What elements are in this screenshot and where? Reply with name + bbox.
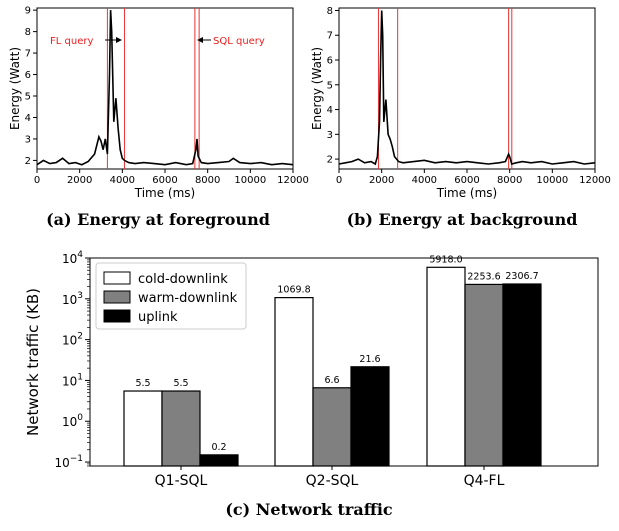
chart0-ytick-label-4: 6 bbox=[25, 70, 31, 81]
chart2-bar-label-cold-downlink-Q2-SQL: 1069.8 bbox=[277, 285, 310, 296]
chart-c-network-traffic: 10−1 100 101 102 103 104 Network traffic (KB) 5… bbox=[24, 250, 599, 519]
chart1-ytick-label-5: 7 bbox=[327, 31, 333, 42]
chart2-bar-uplink-Q4-FL bbox=[502, 283, 542, 467]
chart2-legend-swatch-cold-downlink bbox=[103, 271, 131, 285]
chart1-xtick-label-3: 6000 bbox=[454, 175, 479, 186]
chart1-xtick-label-1: 2000 bbox=[369, 175, 394, 186]
chart2-bar-uplink-Q2-SQL bbox=[350, 366, 390, 467]
chart2-bar-label-cold-downlink-Q4-FL: 5918.0 bbox=[429, 254, 462, 265]
chart0-xtick-label-0: 0 bbox=[34, 175, 40, 186]
chart0-ytick-label-7: 9 bbox=[25, 6, 31, 17]
chart2-ytick-label-2: 101 bbox=[62, 372, 83, 388]
chart2-legend-swatch-warm-downlink bbox=[103, 290, 131, 304]
chart1-ytick-label-0: 2 bbox=[327, 155, 333, 166]
chart1-xtick-label-6: 12000 bbox=[579, 175, 611, 186]
chart1-ylabel: Energy (Watt) bbox=[310, 47, 324, 130]
chart1-ytick-label-1: 3 bbox=[327, 130, 333, 141]
chart2-bar-label-warm-downlink-Q4-FL: 2253.6 bbox=[467, 271, 500, 282]
chart1-ytick-label-3: 5 bbox=[327, 80, 333, 91]
chart2-xtick-label-2: Q4-FL bbox=[464, 473, 505, 489]
chart2-bar-label-uplink-Q4-FL: 2306.7 bbox=[505, 271, 538, 282]
chart1-xtick-label-2: 4000 bbox=[412, 175, 437, 186]
chart2-ytick-label-0: 10−1 bbox=[54, 454, 83, 470]
chart2-caption: (c) Network traffic bbox=[225, 500, 393, 519]
chart2-bar-label-warm-downlink-Q1-SQL: 5.5 bbox=[173, 378, 188, 389]
chart1-xtick-label-4: 8000 bbox=[497, 175, 522, 186]
chart0-annotation-sql-query: SQL query bbox=[213, 36, 265, 47]
chart0-xtick-label-3: 6000 bbox=[152, 175, 177, 186]
chart0-xtick-label-6: 12000 bbox=[277, 175, 309, 186]
chart2-bar-label-uplink-Q1-SQL: 0.2 bbox=[211, 442, 226, 453]
chart2-bar-cold-downlink-Q2-SQL bbox=[274, 297, 314, 467]
chart0-ytick-label-5: 7 bbox=[25, 49, 31, 60]
chart2-ytick-label-1: 100 bbox=[62, 413, 83, 429]
chart0-xtick-label-2: 4000 bbox=[110, 175, 135, 186]
chart2-legend-box bbox=[95, 262, 247, 330]
chart2-bar-label-warm-downlink-Q2-SQL: 6.6 bbox=[324, 375, 339, 386]
chart1-ytick-label-4: 6 bbox=[327, 56, 333, 67]
chart1-ytick-label-6: 8 bbox=[327, 6, 333, 17]
chart1-ytick-label-2: 4 bbox=[327, 105, 333, 116]
chart0-plot-frame bbox=[36, 7, 294, 170]
chart2-legend-label-warm-downlink: warm-downlink bbox=[138, 291, 238, 306]
chart0-ylabel: Energy (Watt) bbox=[8, 47, 22, 130]
chart1-series-line bbox=[338, 10, 596, 166]
chart0-series-line bbox=[36, 10, 294, 166]
chart0-xtick-label-1: 2000 bbox=[67, 175, 92, 186]
chart1-xlabel: Time (ms) bbox=[436, 186, 498, 200]
chart1-xtick-label-5: 10000 bbox=[536, 175, 568, 186]
chart0-xlabel: Time (ms) bbox=[134, 186, 196, 200]
chart2-xtick-label-1: Q2-SQL bbox=[306, 473, 359, 489]
chart2-legend-label-uplink: uplink bbox=[138, 310, 178, 325]
chart0-annotation-sql-arrowhead bbox=[197, 37, 203, 43]
chart0-annotation-fl-query: FL query bbox=[50, 36, 93, 47]
chart2-bar-cold-downlink-Q1-SQL bbox=[123, 390, 163, 467]
chart0-ytick-label-6: 8 bbox=[25, 27, 31, 38]
chart0-xtick-label-4: 8000 bbox=[195, 175, 220, 186]
chart2-bar-warm-downlink-Q2-SQL bbox=[312, 387, 352, 467]
chart2-ytick-label-4: 103 bbox=[62, 291, 83, 307]
chart0-ytick-label-1: 3 bbox=[25, 134, 31, 145]
chart2-ylabel: Network traffic (KB) bbox=[24, 288, 42, 436]
chart0-ytick-label-0: 2 bbox=[25, 156, 31, 167]
chart2-bar-label-uplink-Q2-SQL: 21.6 bbox=[359, 354, 380, 365]
chart2-bar-warm-downlink-Q4-FL bbox=[464, 283, 504, 467]
chart2-bar-warm-downlink-Q1-SQL bbox=[161, 390, 201, 467]
chart0-xtick-label-5: 10000 bbox=[234, 175, 266, 186]
chart0-caption: (a) Energy at foreground bbox=[46, 210, 270, 229]
chart0-ytick-label-2: 4 bbox=[25, 113, 31, 124]
chart2-xtick-label-0: Q1-SQL bbox=[155, 473, 208, 489]
chart2-legend-swatch-uplink bbox=[103, 309, 131, 323]
chart2-ytick-label-5: 104 bbox=[62, 250, 83, 266]
chart1-caption: (b) Energy at background bbox=[347, 210, 578, 229]
chart0-ytick-label-3: 5 bbox=[25, 92, 31, 103]
chart2-ytick-label-3: 102 bbox=[62, 332, 83, 348]
chart2-bar-uplink-Q1-SQL bbox=[199, 454, 239, 467]
chart-a-energy-foreground: 0 2000 4000 6000 8000 10000 12000 2 3 4 5 6 7 8 9 Time … bbox=[8, 6, 309, 229]
chart-b-energy-background: 0 2000 4000 6000 8000 10000 12000 2 3 4 5 6 7 8 Time (… bbox=[310, 6, 611, 229]
chart2-bar-label-cold-downlink-Q1-SQL: 5.5 bbox=[135, 378, 150, 389]
chart0-annotation-fl-arrowhead bbox=[116, 37, 122, 43]
chart2-bar-cold-downlink-Q4-FL bbox=[426, 266, 466, 467]
chart1-xtick-label-0: 0 bbox=[336, 175, 342, 186]
chart2-legend-label-cold-downlink: cold-downlink bbox=[138, 272, 228, 287]
